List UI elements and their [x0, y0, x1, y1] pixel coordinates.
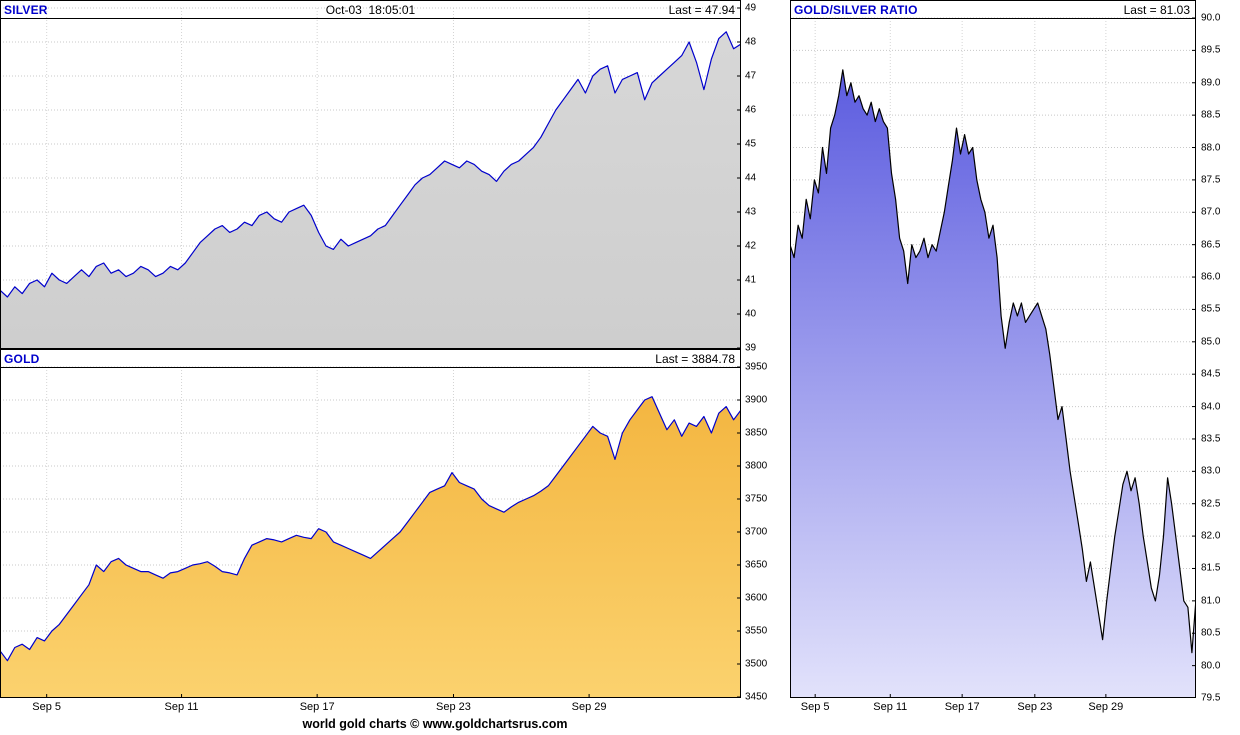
silver-chart-panel: SILVER Oct-03 18:05:01 Last = 47.94	[0, 0, 741, 349]
gold-silver-ratio-area-chart	[790, 0, 1196, 698]
gold-y-tick-label: 3800	[745, 460, 768, 472]
ratio-x-tick-label: Sep 5	[800, 701, 830, 713]
silver-area-chart	[0, 0, 741, 349]
ratio-y-tick-label: 88.0	[1201, 142, 1221, 154]
gold-y-tick-label: 3950	[745, 361, 768, 373]
ratio-x-tick-label: Sep 17	[944, 701, 980, 713]
ratio-y-tick-label: 90.0	[1201, 12, 1221, 24]
silver-y-tick-label: 43	[745, 206, 757, 218]
ratio-y-tick-label: 88.5	[1201, 109, 1221, 121]
gold-y-tick-label: 3550	[745, 625, 768, 637]
gold-x-tick-label: Sep 23	[436, 701, 471, 713]
gold-y-tick-label: 3750	[745, 493, 768, 505]
ratio-y-tick-label: 85.0	[1201, 336, 1221, 348]
ratio-x-tick-label: Sep 29	[1088, 701, 1124, 713]
gold-y-tick-label: 3650	[745, 559, 768, 571]
silver-y-tick-label: 41	[745, 274, 757, 286]
silver-y-tick-label: 45	[745, 138, 757, 150]
silver-y-tick-label: 48	[745, 36, 757, 48]
ratio-y-tick-label: 84.0	[1201, 401, 1221, 413]
gold-y-tick-label: 3500	[745, 658, 768, 670]
ratio-y-tick-label: 86.0	[1201, 271, 1221, 283]
gold-y-tick-label: 3900	[745, 394, 768, 406]
gold-x-tick-label: Sep 29	[571, 701, 607, 713]
ratio-x-tick-label: Sep 11	[873, 701, 908, 713]
ratio-y-tick-label: 87.0	[1201, 206, 1221, 218]
ratio-y-axis: 90.0 89.5 89.0 88.5 88.0 87.5 87.0 86.5 86.0 85.5…	[1201, 0, 1240, 735]
ratio-y-tick-label: 80.5	[1201, 627, 1221, 639]
ratio-y-tick-label: 79.5	[1201, 692, 1221, 704]
silver-y-axis: 49 48 47 46 45 44 43 42 41 40 39	[745, 0, 787, 735]
ratio-y-tick-label: 81.5	[1201, 562, 1221, 574]
ratio-y-tick-label: 85.5	[1201, 303, 1221, 315]
ratio-y-tick-label: 80.0	[1201, 660, 1221, 672]
silver-y-tick-label: 49	[745, 2, 757, 14]
silver-y-tick-label: 42	[745, 240, 757, 252]
ratio-y-tick-label: 82.0	[1201, 530, 1221, 542]
gold-last-value: Last = 3884.78	[655, 352, 735, 366]
credit-footer: world gold charts © www.goldchartsrus.co…	[302, 717, 568, 731]
gold-y-tick-label: 3700	[745, 526, 768, 538]
gold-x-tick-label: Sep 17	[299, 701, 335, 713]
gold-silver-ratio-chart-panel: GOLD/SILVER RATIO Last = 81.03	[790, 0, 1196, 698]
ratio-x-axis: Sep 5 Sep 11 Sep 17 Sep 23 Sep 29	[0, 701, 1240, 715]
gold-y-tick-label: 3450	[745, 691, 768, 703]
silver-y-tick-label: 39	[745, 342, 757, 354]
chart-timestamp: Oct-03 18:05:01	[325, 3, 416, 17]
gold-y-axis: 3950 3900 3850 3800 3750 3700 3650 3600 3550 3500…	[745, 0, 787, 735]
gold-area-chart	[0, 349, 741, 698]
ratio-x-tick-label: Sep 23	[1017, 701, 1053, 713]
gold-x-tick-label: Sep 11	[164, 701, 199, 713]
silver-y-tick-label: 44	[745, 172, 757, 184]
ratio-y-tick-label: 82.5	[1201, 498, 1221, 510]
ratio-y-tick-label: 84.5	[1201, 368, 1221, 380]
silver-title: SILVER	[4, 3, 48, 17]
gold-chart-panel: GOLD Last = 3884.78	[0, 349, 741, 698]
gold-title: GOLD	[4, 352, 40, 366]
ratio-y-tick-label: 87.5	[1201, 174, 1221, 186]
gold-y-tick-label: 3850	[745, 427, 768, 439]
silver-y-tick-label: 47	[745, 70, 757, 82]
ratio-y-tick-label: 86.5	[1201, 239, 1221, 251]
left-charts-x-axis: Sep 5 Sep 11 Sep 17 Sep 23 Sep 29	[0, 701, 1240, 715]
ratio-y-tick-label: 83.0	[1201, 465, 1221, 477]
ratio-last-value: Last = 81.03	[1123, 3, 1190, 17]
gold-y-tick-label: 3600	[745, 592, 768, 604]
ratio-y-tick-label: 83.5	[1201, 433, 1221, 445]
ratio-title: GOLD/SILVER RATIO	[794, 3, 918, 17]
ratio-y-tick-label: 89.5	[1201, 44, 1221, 56]
ratio-y-tick-label: 89.0	[1201, 77, 1221, 89]
silver-y-tick-label: 40	[745, 308, 757, 320]
silver-y-tick-label: 46	[745, 104, 757, 116]
gold-x-tick-label: Sep 5	[32, 701, 62, 713]
silver-last-value: Last = 47.94	[668, 3, 735, 17]
ratio-y-tick-label: 81.0	[1201, 595, 1221, 607]
